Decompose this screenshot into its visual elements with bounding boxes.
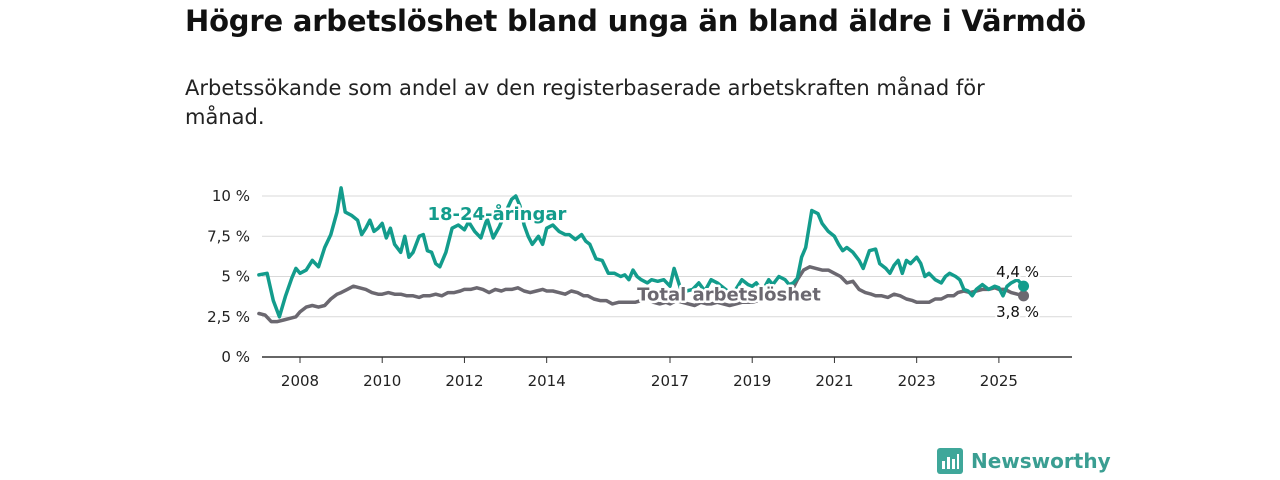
line-chart: 0 % 2,5 % 5 % 7,5 % 10 % 2008 2010 2012 2014 201… xyxy=(207,186,1072,390)
brand-name: Newsworthy xyxy=(971,449,1111,473)
series-line-1 xyxy=(257,265,1026,324)
end-value-label-1: 3,8 % xyxy=(996,303,1039,321)
x-axis: 2008 2010 2012 2014 2017 2019 2021 2023 2025 xyxy=(281,357,1018,390)
newsworthy-logo-icon xyxy=(937,448,963,474)
x-tick-label: 2014 xyxy=(528,372,566,390)
series-labels: 18-24-åringar Total arbetslöshet 4,4 % 3,8 … xyxy=(425,201,1041,323)
y-axis: 0 % 2,5 % 5 % 7,5 % 10 % xyxy=(207,187,250,366)
series-end-marker-1 xyxy=(1018,290,1030,302)
y-tick-label: 5 % xyxy=(221,268,250,286)
newsworthy-logo: Newsworthy xyxy=(937,448,1111,474)
x-tick-label: 2025 xyxy=(980,372,1018,390)
chart-subtitle: Arbetssökande som andel av den registerb… xyxy=(185,76,985,129)
x-tick-label: 2019 xyxy=(733,372,771,390)
series-line-0 xyxy=(257,186,1026,319)
series-lines xyxy=(257,186,1030,324)
y-tick-label: 0 % xyxy=(221,348,250,366)
x-tick-label: 2021 xyxy=(815,372,853,390)
series-end-marker-0 xyxy=(1018,280,1030,292)
x-tick-label: 2017 xyxy=(651,372,689,390)
gridlines xyxy=(262,195,1072,358)
x-tick-label: 2008 xyxy=(281,372,319,390)
series-label-0: 18-24-åringar xyxy=(427,203,566,225)
y-tick-label: 10 % xyxy=(212,187,250,205)
chart-title: Högre arbetslöshet bland unga än bland ä… xyxy=(185,4,1086,38)
y-tick-label: 2,5 % xyxy=(207,308,250,326)
end-value-label-0: 4,4 % xyxy=(996,263,1039,281)
y-tick-label: 7,5 % xyxy=(207,227,250,245)
x-tick-label: 2023 xyxy=(898,372,936,390)
series-label-1: Total arbetslöshet xyxy=(637,285,821,306)
x-tick-label: 2010 xyxy=(363,372,401,390)
x-tick-label: 2012 xyxy=(445,372,483,390)
